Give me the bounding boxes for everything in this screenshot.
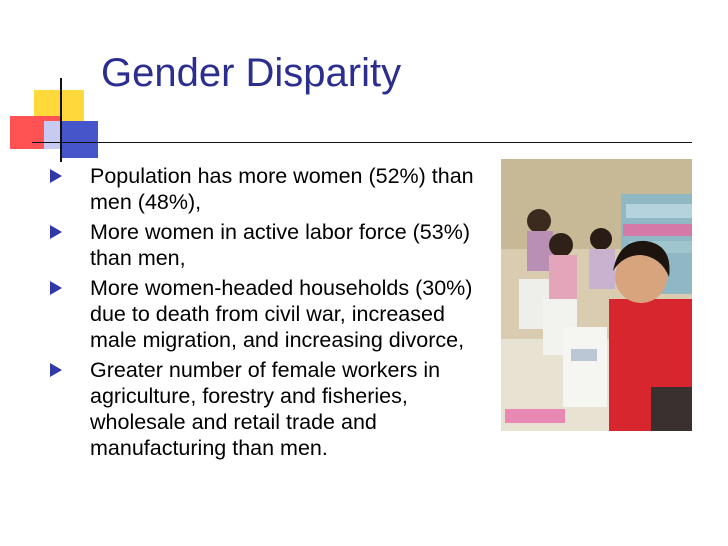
bullet-arrow-icon (50, 225, 62, 239)
bullet-text: More women-headed households (30%) due t… (90, 276, 473, 352)
bullet-item: Greater number of female workers in agri… (40, 357, 488, 461)
slide-title: Gender Disparity (101, 51, 402, 95)
bullet-arrow-icon (50, 363, 62, 377)
title-underline (32, 142, 692, 143)
bullet-arrow-icon (50, 281, 62, 295)
decor-blue-square (60, 121, 98, 158)
bullet-list: Population has more women (52%) than men… (40, 163, 488, 465)
decor-vertical-line (60, 78, 62, 162)
bullet-arrow-icon (50, 169, 62, 183)
photo-illustration (501, 159, 692, 431)
bullet-text: Population has more women (52%) than men… (90, 164, 474, 214)
bullet-item: More women-headed households (30%) due t… (40, 275, 488, 353)
bullet-text: More women in active labor force (53%) t… (90, 220, 470, 270)
bullet-item: Population has more women (52%) than men… (40, 163, 488, 215)
bullet-item: More women in active labor force (53%) t… (40, 219, 488, 271)
bullet-text: Greater number of female workers in agri… (90, 358, 441, 460)
women-sewing-factory-photo (501, 159, 692, 431)
